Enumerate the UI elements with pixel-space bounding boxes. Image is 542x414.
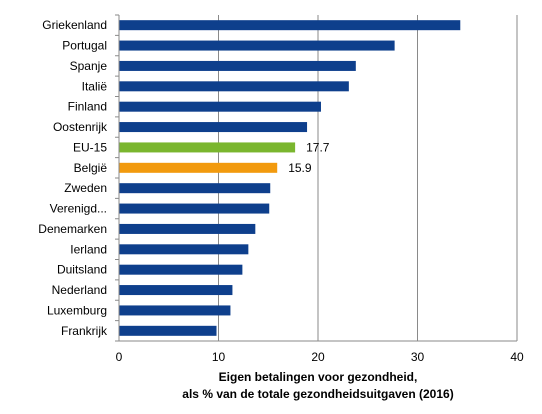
category-label-13: Nederland xyxy=(52,283,107,297)
bar-15 xyxy=(119,325,217,336)
category-label-5: Oostenrijk xyxy=(53,120,108,134)
x-tick-label-20: 20 xyxy=(311,350,325,364)
x-tick-label-30: 30 xyxy=(411,350,425,364)
bar-7 xyxy=(119,162,278,173)
data-label-7: 15.9 xyxy=(288,161,312,175)
category-label-11: Ierland xyxy=(70,242,107,256)
bar-1 xyxy=(119,40,395,51)
bar-5 xyxy=(119,122,308,133)
x-tick-label-0: 0 xyxy=(116,350,123,364)
category-label-14: Luxemburg xyxy=(47,303,107,317)
category-label-15: Frankrijk xyxy=(61,324,108,338)
bar-14 xyxy=(119,305,231,316)
category-label-10: Denemarken xyxy=(38,222,107,236)
x-tick-label-40: 40 xyxy=(510,350,524,364)
bar-13 xyxy=(119,285,233,296)
axes xyxy=(115,14,517,342)
bar-11 xyxy=(119,244,249,255)
x-tick-labels: 0 10 20 30 40 xyxy=(116,350,524,364)
x-axis-title-line1: Eigen betalingen voor gezondheid, xyxy=(219,370,418,384)
bar-4 xyxy=(119,101,321,112)
category-label-6: EU-15 xyxy=(73,140,107,154)
category-label-2: Spanje xyxy=(70,59,108,73)
bar-9 xyxy=(119,203,270,214)
x-axis-title-line2: als % van de totale gezondheidsuitgaven … xyxy=(182,387,453,401)
bars xyxy=(119,20,461,336)
bar-10 xyxy=(119,223,256,234)
bar-0 xyxy=(119,20,461,31)
category-label-12: Duitsland xyxy=(57,263,107,277)
bar-2 xyxy=(119,60,356,71)
bar-8 xyxy=(119,183,271,194)
data-labels: 17.7 15.9 xyxy=(288,140,330,174)
data-label-6: 17.7 xyxy=(306,140,330,154)
category-label-4: Finland xyxy=(68,100,107,114)
category-label-7: België xyxy=(74,161,108,175)
bar-6 xyxy=(119,142,296,153)
category-label-0: Griekenland xyxy=(42,18,107,32)
x-tick-label-10: 10 xyxy=(212,350,226,364)
category-label-8: Zweden xyxy=(64,181,107,195)
bar-12 xyxy=(119,264,243,275)
category-label-3: Italië xyxy=(82,79,108,93)
category-label-1: Portugal xyxy=(62,39,107,53)
bar-3 xyxy=(119,81,349,92)
category-labels: Griekenland Portugal Spanje Italië Finland Oo… xyxy=(38,18,108,338)
category-label-9: Verenigd... xyxy=(50,202,107,216)
